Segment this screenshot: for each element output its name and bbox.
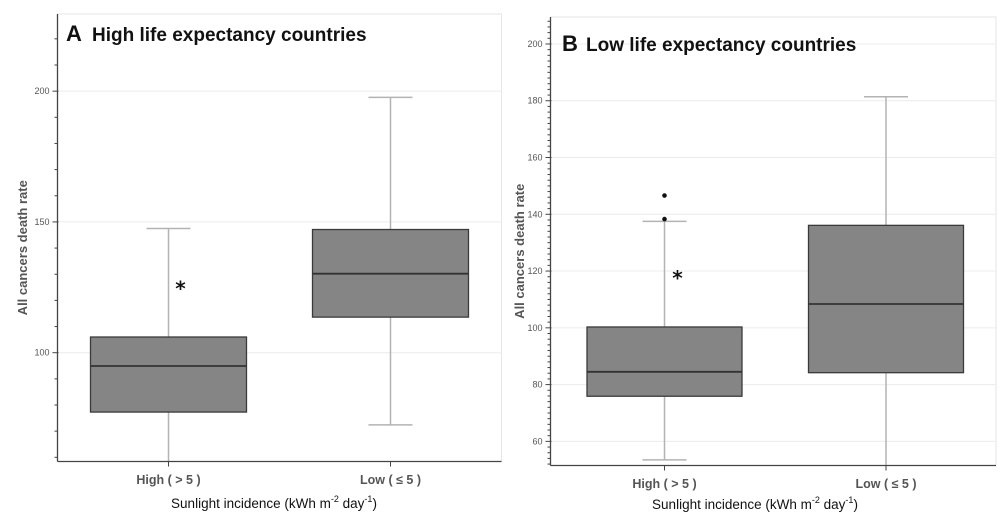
- y-tick-label: 100: [34, 348, 49, 358]
- x-category-label: Low ( ≤ 5 ): [855, 477, 916, 491]
- iqr-box: [807, 224, 965, 374]
- panel-letter: A: [66, 21, 82, 46]
- x-axis-title-part: day: [339, 496, 365, 511]
- outlier-point: [662, 216, 667, 222]
- x-category-label: High ( > 5 ): [632, 477, 696, 491]
- x-axis-title-superscript: -2: [331, 494, 339, 504]
- y-tick-label: 200: [527, 39, 542, 49]
- panel-title: Low life expectancy countries: [586, 35, 856, 56]
- iqr-box: [586, 326, 743, 397]
- outlier-point: [662, 193, 667, 198]
- y-tick-label: 180: [527, 96, 542, 106]
- x-axis-title-superscript: -1: [364, 494, 372, 504]
- y-tick-label: 160: [527, 153, 542, 163]
- x-axis-title: Sunlight incidence (kWh m-2 day-1): [652, 495, 858, 512]
- x-axis-title-part: ): [372, 496, 377, 511]
- box-group: [89, 227, 248, 462]
- x-axis-title-part: ): [853, 497, 858, 512]
- significance-star: *: [672, 266, 683, 290]
- panel-title: High life expectancy countries: [92, 25, 367, 46]
- panel-letter: B: [562, 31, 578, 56]
- y-tick-label: 60: [532, 436, 542, 446]
- box-group: [586, 193, 743, 461]
- box-group: [807, 96, 965, 466]
- x-axis-title-part: Sunlight incidence (kWh m: [652, 497, 812, 512]
- x-axis-title-superscript: -1: [845, 495, 853, 505]
- y-axis-title: All cancers death rate: [15, 180, 30, 315]
- y-tick-label: 120: [527, 266, 542, 276]
- x-axis-title: Sunlight incidence (kWh m-2 day-1): [171, 494, 377, 511]
- y-tick-label: 200: [34, 86, 49, 96]
- significance-star: *: [175, 277, 186, 301]
- box-group: [311, 96, 470, 426]
- panel-a: 100 150 200 High ( > 5 ) Low ( ≤ 5 ) * All can…: [15, 13, 502, 511]
- y-tick-label: 150: [34, 217, 49, 227]
- x-axis-title-superscript: -2: [812, 495, 820, 505]
- x-category-label: High ( > 5 ): [136, 473, 200, 487]
- y-axis-title: All cancers death rate: [512, 184, 527, 319]
- iqr-box: [89, 336, 248, 413]
- y-tick-label: 140: [527, 209, 542, 219]
- x-axis-title-part: Sunlight incidence (kWh m: [171, 496, 331, 511]
- panel-b: 60 80 100 120 140 160 180 200 High ( > 5 ) Low ( …: [512, 16, 997, 512]
- x-axis-title-part: day: [820, 497, 846, 512]
- x-category-label: Low ( ≤ 5 ): [360, 473, 421, 487]
- y-tick-label: 80: [532, 380, 542, 390]
- y-tick-label: 100: [527, 323, 542, 333]
